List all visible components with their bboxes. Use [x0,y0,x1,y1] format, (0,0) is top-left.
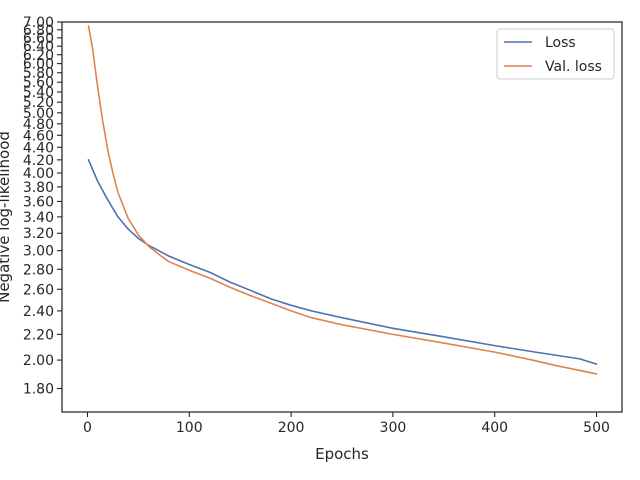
x-tick-label: 200 [278,420,305,436]
y-tick-label: 2.60 [23,282,54,298]
legend-entry-label: Val. loss [545,59,602,75]
y-tick-label: 3.00 [23,244,54,260]
y-tick-label: 7.00 [23,15,54,31]
legend-entry-label: Loss [545,35,576,51]
y-tick-label: 5.00 [23,106,54,122]
y-tick-label: 5.60 [23,75,54,91]
y-tick-label: 3.20 [23,226,54,242]
y-tick-label: 5.80 [23,66,54,82]
legend: Loss Val. loss [496,28,615,80]
series-line-val-loss [87,25,598,375]
y-tick-label: 3.40 [23,210,54,226]
y-tick-label: 2.20 [23,327,54,343]
y-tick-label: 1.80 [23,382,54,398]
y-tick-label: 4.80 [23,117,54,133]
y-tick-label: 2.80 [23,262,54,278]
x-axis-ticks: 0 100 200 300 400 500 [83,412,610,436]
y-tick-label: 4.00 [23,166,54,182]
y-tick-label: 4.40 [23,140,54,156]
x-tick-label: 400 [481,420,508,436]
plot-frame [61,21,623,413]
y-axis-label: Negative log-likelihood [0,131,13,303]
x-axis-label: Epochs [315,445,369,463]
y-tick-label: 6.60 [23,31,54,47]
y-tick-label: 3.80 [23,180,54,196]
y-tick-label: 2.00 [23,353,54,369]
y-tick-label: 5.20 [23,95,54,111]
series-layer [87,25,598,375]
series-line-loss [87,159,598,365]
y-tick-label: 6.40 [23,39,54,55]
x-tick-label: 100 [176,420,203,436]
x-tick-label: 0 [83,420,92,436]
y-axis-ticks: 1.80 2.00 2.20 2.40 2.60 2.80 3.00 3.203.403.60… [23,15,62,398]
y-tick-label: 6.00 [23,57,54,73]
y-tick-label: 4.20 [23,153,54,169]
y-tick-label: 3.60 [23,194,54,210]
y-tick-label: 6.80 [23,23,54,39]
y-tick-label: 4.60 [23,128,54,144]
x-tick-label: 500 [583,420,610,436]
y-tick-label: 5.40 [23,85,54,101]
y-tick-label: 2.40 [23,304,54,320]
x-tick-label: 300 [380,420,407,436]
y-tick-label: 6.20 [23,48,54,64]
